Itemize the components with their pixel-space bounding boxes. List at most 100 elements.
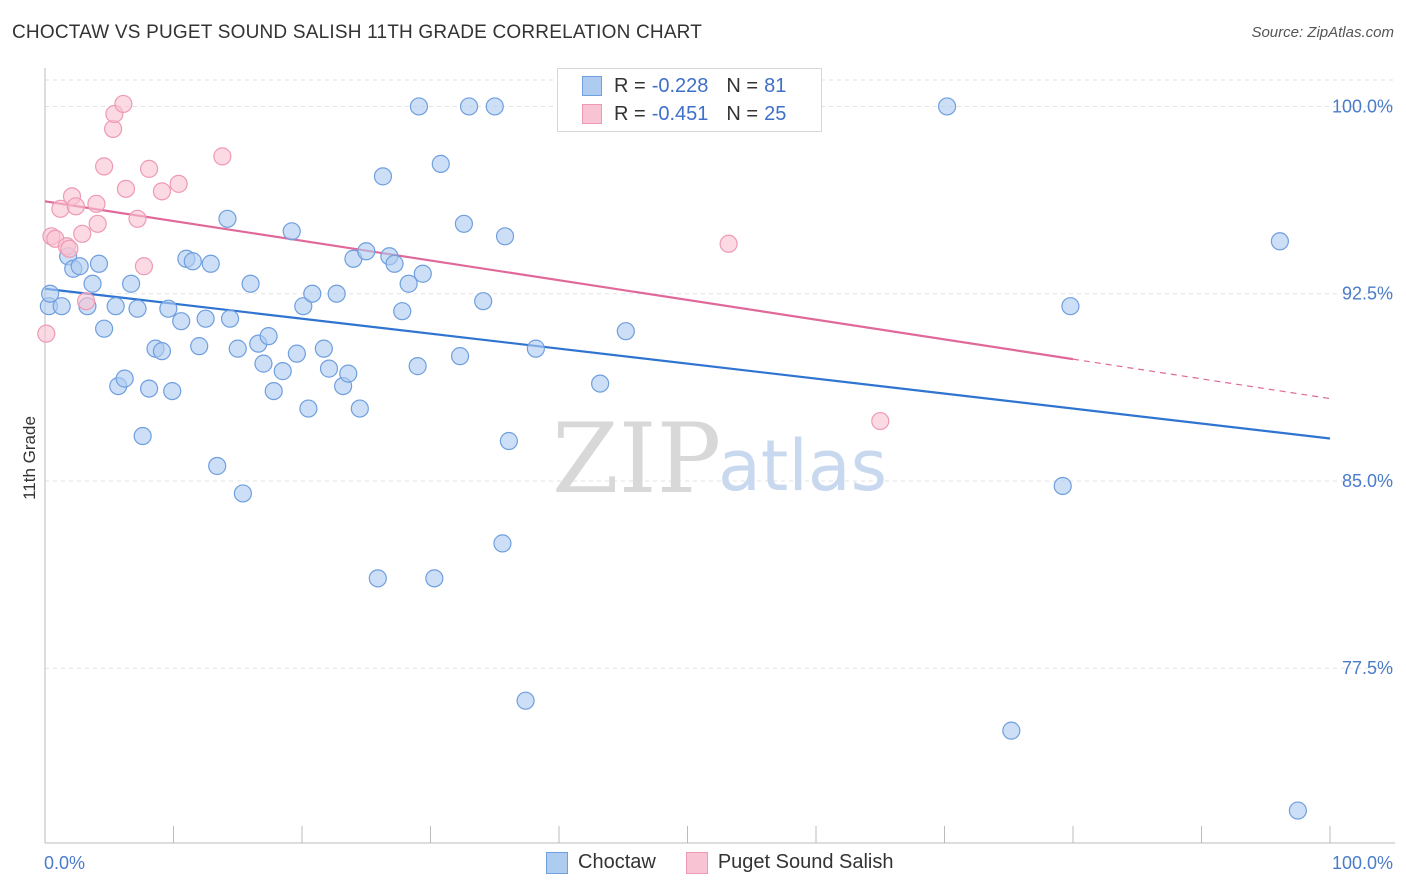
- salish-point: [60, 239, 79, 258]
- y-tick-label: 77.5%: [1342, 658, 1393, 678]
- choctaw-point: [373, 167, 393, 186]
- choctaw-point: [190, 337, 209, 356]
- choctaw-point: [106, 297, 125, 316]
- salish-point: [66, 197, 85, 216]
- choctaw-point: [474, 292, 493, 311]
- legend-row-choctaw: R = -0.228 N = 81: [582, 72, 804, 100]
- choctaw-point: [139, 379, 159, 398]
- watermark: ZIP atlas: [552, 403, 887, 515]
- choctaw-point: [499, 431, 518, 451]
- choctaw-point: [1053, 476, 1072, 496]
- choctaw-point: [218, 209, 237, 228]
- choctaw-swatch: [582, 76, 602, 96]
- choctaw-point: [368, 569, 387, 588]
- choctaw-point: [41, 284, 60, 303]
- salish-trend-line: [44, 200, 1074, 361]
- choctaw-point: [393, 302, 412, 321]
- choctaw-point: [208, 456, 227, 476]
- choctaw-point: [385, 254, 404, 273]
- choctaw-point: [233, 484, 252, 503]
- choctaw-point: [299, 399, 318, 418]
- salish-swatch: [582, 104, 602, 124]
- choctaw-point: [937, 97, 957, 116]
- watermark-atlas: atlas: [718, 425, 887, 507]
- choctaw-point: [273, 362, 292, 381]
- gridlines: [45, 79, 1395, 669]
- legend-r-value: -0.228: [651, 74, 709, 97]
- axes: [44, 68, 1395, 844]
- choctaw-point: [459, 97, 479, 116]
- choctaw-point: [201, 254, 220, 273]
- choctaw-point: [264, 381, 283, 401]
- salish-swatch: [685, 851, 708, 874]
- choctaw-point: [616, 322, 635, 341]
- choctaw-point: [431, 154, 450, 173]
- salish-point: [116, 179, 136, 198]
- choctaw-point: [314, 339, 333, 358]
- legend-item-salish: Puget Sound Salish: [685, 851, 894, 874]
- choctaw-point: [454, 214, 474, 233]
- y-tick-label: 92.5%: [1342, 284, 1393, 304]
- choctaw-point: [282, 222, 301, 241]
- choctaw-point: [294, 297, 313, 316]
- legend-n-label: N =: [726, 74, 759, 97]
- salish-point: [139, 159, 159, 178]
- legend-n-label: N =: [726, 102, 759, 125]
- choctaw-point: [526, 339, 545, 358]
- choctaw-point: [133, 426, 152, 446]
- salish-point: [87, 194, 106, 213]
- data-points: [37, 94, 1307, 820]
- legend-r-label: R =: [614, 74, 646, 97]
- choctaw-point: [350, 399, 369, 418]
- series-legend: Choctaw Puget Sound Salish: [546, 851, 924, 874]
- y-axis-label: 11th Grade: [20, 416, 39, 500]
- choctaw-point: [409, 97, 429, 116]
- choctaw-point: [408, 357, 427, 376]
- choctaw-point: [357, 242, 376, 261]
- choctaw-point: [163, 381, 182, 401]
- choctaw-point: [95, 319, 114, 338]
- choctaw-point: [121, 274, 141, 293]
- choctaw-trend-line: [44, 287, 1331, 440]
- y-tick-label: 100.0%: [1332, 96, 1393, 116]
- choctaw-point: [152, 342, 172, 361]
- choctaw-point: [591, 374, 610, 393]
- salish-point: [37, 324, 56, 343]
- choctaw-point: [319, 359, 339, 378]
- legend-item-choctaw: Choctaw: [546, 851, 656, 874]
- salish-point: [73, 224, 92, 243]
- choctaw-point: [450, 347, 470, 366]
- choctaw-point: [172, 312, 191, 331]
- salish-point: [114, 94, 133, 114]
- choctaw-point: [254, 354, 273, 373]
- choctaw-point: [1061, 297, 1080, 316]
- salish-point: [95, 157, 114, 176]
- choctaw-point: [516, 691, 535, 710]
- salish-point: [134, 257, 154, 276]
- salish-trend-extension: [1072, 358, 1331, 400]
- choctaw-point: [228, 339, 247, 358]
- choctaw-point: [303, 284, 322, 303]
- legend-r-value: -0.451: [651, 102, 709, 125]
- choctaw-point: [83, 274, 102, 293]
- choctaw-point: [1002, 721, 1021, 740]
- legend-r-label: R =: [614, 102, 646, 125]
- legend-n-value: 81: [764, 74, 787, 97]
- salish-point: [88, 214, 107, 233]
- choctaw-point: [413, 264, 432, 283]
- choctaw-point: [327, 284, 346, 303]
- salish-point: [169, 174, 188, 193]
- legend-n-value: 25: [764, 102, 787, 125]
- chart-title: CHOCTAW VS PUGET SOUND SALISH 11TH GRADE…: [12, 22, 703, 43]
- watermark-zip: ZIP: [552, 403, 721, 515]
- choctaw-point: [287, 344, 306, 363]
- choctaw-point: [493, 534, 512, 553]
- choctaw-point: [183, 252, 202, 271]
- choctaw-point: [89, 254, 109, 273]
- y-tick-label: 85.0%: [1342, 471, 1393, 491]
- tick-labels: 77.5% 85.0% 92.5% 100.0% 0.0% 100.0%: [44, 96, 1393, 873]
- choctaw-point: [425, 569, 444, 588]
- x-tick-label: 100.0%: [1332, 853, 1393, 873]
- choctaw-point: [220, 309, 240, 328]
- source-credit: Source: ZipAtlas.com: [1251, 24, 1394, 41]
